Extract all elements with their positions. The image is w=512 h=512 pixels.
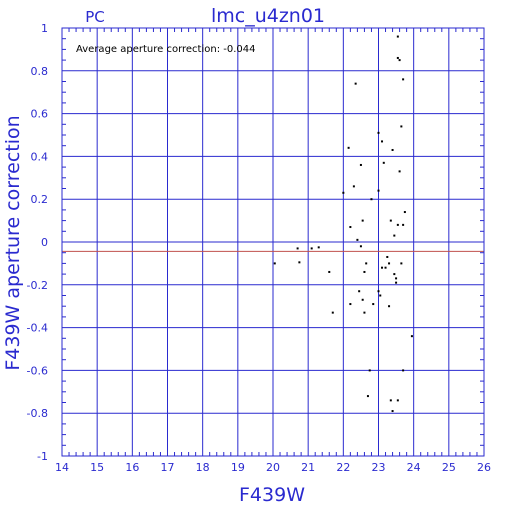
x-tick-label: 19	[231, 461, 245, 474]
data-point	[402, 369, 405, 372]
y-tick-label: -0.6	[27, 364, 48, 377]
y-tick-label: -0.4	[27, 322, 48, 335]
data-point	[396, 35, 399, 38]
data-point	[352, 185, 355, 188]
data-point	[396, 56, 399, 59]
x-tick-label: 22	[336, 461, 350, 474]
data-point	[389, 399, 392, 402]
data-point	[361, 298, 364, 301]
data-point	[389, 219, 392, 222]
x-tick-label: 20	[266, 461, 280, 474]
data-points	[273, 35, 413, 413]
y-tick-label: -0.8	[27, 407, 48, 420]
data-point	[359, 163, 362, 166]
data-point	[400, 262, 403, 265]
y-tick-label: -1	[37, 450, 48, 463]
data-point	[342, 191, 345, 194]
corner-label: PC	[85, 8, 105, 26]
y-tick-label: 0	[41, 236, 48, 249]
data-point	[402, 78, 405, 81]
data-point	[363, 270, 366, 273]
data-point	[370, 198, 373, 201]
data-point	[349, 303, 352, 306]
data-point	[349, 226, 352, 229]
data-point	[377, 131, 380, 134]
tick-labels: 14 15 16 17 18 19 20 21 22 23 24 25 26 -1 -0.8 -0.6 -0.4…	[27, 22, 491, 474]
x-tick-label: 25	[442, 461, 456, 474]
average-annotation: Average aperture correction: -0.044	[76, 44, 256, 55]
data-point	[403, 211, 406, 214]
data-point	[377, 290, 380, 293]
data-point	[396, 223, 399, 226]
data-point	[400, 125, 403, 128]
x-tick-label: 18	[196, 461, 210, 474]
data-point	[296, 247, 299, 250]
data-point	[331, 311, 334, 314]
grid	[62, 28, 484, 456]
data-point	[396, 399, 399, 402]
data-point	[381, 266, 384, 269]
data-point	[391, 148, 394, 151]
data-point	[358, 290, 361, 293]
plot-frame	[61, 27, 485, 457]
data-point	[347, 146, 350, 149]
data-point	[395, 281, 398, 284]
data-point	[368, 369, 371, 372]
y-axis-label: F439W aperture correction	[2, 115, 24, 370]
data-point	[395, 277, 398, 280]
data-point	[377, 189, 380, 192]
x-tick-label: 14	[55, 461, 69, 474]
y-tick-label: 1	[41, 22, 48, 35]
x-tick-label: 23	[372, 461, 386, 474]
data-point	[365, 262, 368, 265]
data-point	[328, 270, 331, 273]
data-point	[298, 261, 301, 264]
x-axis-label: F439W	[239, 484, 305, 506]
x-tick-label: 16	[125, 461, 139, 474]
data-point	[398, 170, 401, 173]
data-point	[359, 245, 362, 248]
y-tick-label: 0.8	[31, 65, 49, 78]
data-point	[356, 238, 359, 241]
y-tick-label: 0.6	[31, 108, 49, 121]
x-tick-label: 24	[407, 461, 421, 474]
data-point	[386, 255, 389, 258]
data-point	[366, 395, 369, 398]
data-point	[372, 303, 375, 306]
data-point	[381, 140, 384, 143]
data-point	[393, 234, 396, 237]
data-point	[354, 82, 357, 85]
data-point	[388, 305, 391, 308]
data-point	[379, 294, 382, 297]
data-point	[310, 247, 313, 250]
y-tick-label: 0.2	[31, 193, 49, 206]
x-tick-label: 17	[161, 461, 175, 474]
data-point	[317, 246, 320, 249]
data-point	[391, 410, 394, 413]
x-tick-label: 26	[477, 461, 491, 474]
chart-title: lmc_u4zn01	[211, 5, 325, 27]
data-point	[273, 262, 276, 265]
data-point	[410, 335, 413, 338]
y-tick-label: 0.4	[31, 150, 49, 163]
data-point	[398, 59, 401, 62]
data-point	[402, 223, 405, 226]
data-point	[384, 266, 387, 269]
data-point	[388, 262, 391, 265]
data-point	[361, 219, 364, 222]
data-point	[382, 161, 385, 164]
x-tick-label: 21	[301, 461, 315, 474]
x-tick-label: 15	[90, 461, 104, 474]
data-point	[393, 273, 396, 276]
y-tick-label: -0.2	[27, 279, 48, 292]
data-point	[363, 311, 366, 314]
